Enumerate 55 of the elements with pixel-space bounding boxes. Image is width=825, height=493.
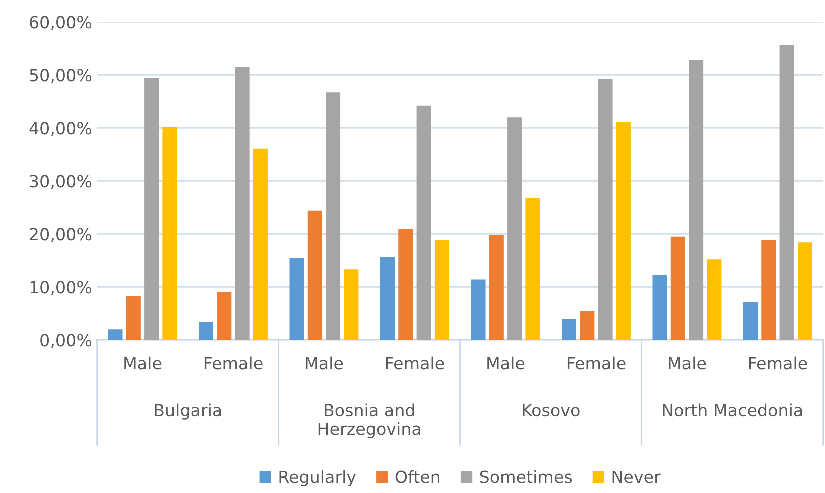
- legend-label: Regularly: [280, 470, 356, 487]
- x-tick-label: Female: [749, 356, 808, 370]
- y-tick-label: 10,00%: [30, 281, 92, 296]
- x-tick-label: Male: [124, 356, 162, 370]
- bar: [471, 280, 486, 340]
- bar: [508, 118, 522, 340]
- text: Kosovo: [523, 404, 580, 417]
- bar: [798, 242, 812, 340]
- bar: [743, 302, 758, 340]
- bar: [308, 210, 322, 340]
- bar: [689, 60, 704, 340]
- bar: [670, 236, 686, 340]
- x-tick-label: Female: [386, 356, 444, 370]
- bar: [144, 78, 160, 340]
- text: Bulgaria: [155, 404, 222, 420]
- bar: [235, 67, 250, 340]
- bar: [434, 240, 450, 340]
- bar: [326, 92, 341, 340]
- bar: [652, 276, 668, 340]
- x-tick-label: Female: [568, 356, 626, 370]
- bar: [126, 296, 141, 340]
- bar: [526, 198, 540, 340]
- bar: [198, 322, 214, 340]
- y-tick-label: 60,00%: [30, 16, 92, 30]
- bar: [290, 258, 304, 340]
- y-tick-label: 30,00%: [30, 175, 92, 190]
- bar: [398, 229, 414, 340]
- bar: [580, 312, 595, 340]
- legend-label: Never: [612, 470, 661, 484]
- bar: [380, 256, 396, 340]
- y-tick-label: 40,00%: [30, 122, 92, 136]
- text: North Macedonia: [663, 404, 802, 417]
- bar: [217, 292, 232, 340]
- x-tick-label: Male: [306, 356, 344, 370]
- bar: [762, 240, 776, 340]
- bar: [162, 127, 178, 340]
- x-tick-label: Female: [204, 356, 263, 370]
- text: Bosnia and Herzegovina: [318, 404, 420, 439]
- y-tick-label: 50,00%: [30, 69, 92, 84]
- bar: [108, 330, 123, 340]
- legend-label: Often: [396, 470, 440, 484]
- legend-label: Sometimes: [480, 470, 572, 484]
- bar: [489, 235, 504, 340]
- y-tick-label: 20,00%: [30, 228, 92, 242]
- bar: [707, 260, 722, 340]
- bar: [253, 148, 268, 340]
- bar: [344, 270, 359, 340]
- bar: [598, 79, 613, 340]
- x-tick-label: Male: [488, 356, 525, 370]
- y-tick-label: 0,00%: [40, 334, 92, 348]
- bar: [562, 318, 577, 340]
- bar: [616, 122, 631, 340]
- bar: [416, 106, 432, 340]
- x-tick-label: Male: [669, 356, 706, 370]
- bar: [780, 46, 794, 340]
